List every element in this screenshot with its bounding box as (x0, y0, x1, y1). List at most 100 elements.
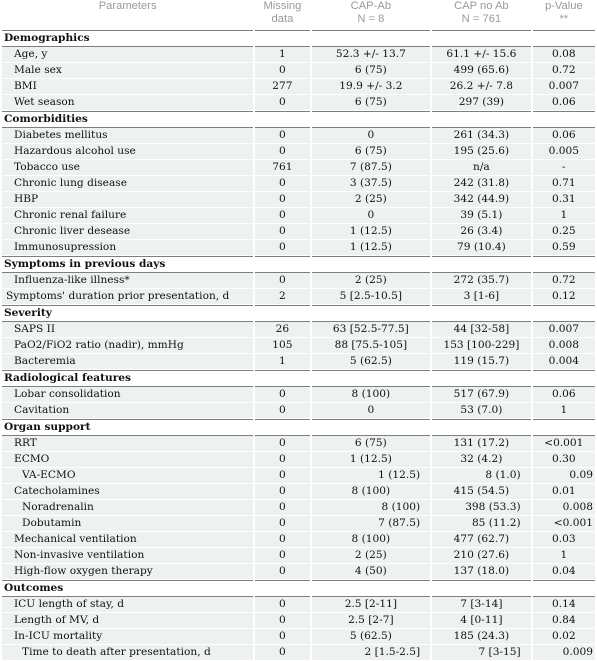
cap-ab-cell: 0 (311, 403, 431, 419)
section-title: Severity (2, 305, 254, 322)
missing-data-cell: 0 (255, 176, 310, 192)
section-empty-cell (311, 580, 431, 597)
header-missing-data: Missing data (263, 0, 302, 25)
missing-data-cell: 1 (255, 354, 310, 370)
table-row: Mechanical ventilation 0 8 (100) 477 (62.7)… (2, 532, 595, 548)
p-value-cell: 0.03 (532, 532, 595, 548)
parameter-cell: Wet season (2, 95, 254, 111)
cap-no-ab-cell: 499 (65.6) (432, 63, 531, 79)
parameter-cell: RRT (2, 436, 254, 452)
section-title: Radiological features (2, 370, 254, 387)
cap-no-ab-cell: 195 (25.6) (432, 144, 531, 160)
cap-ab-cell: 5 [2.5-10.5] (311, 289, 431, 305)
table-row: Symptoms' duration prior presentation, d… (2, 289, 595, 305)
table-row: ECMO 0 1 (12.5) 32 (4.2) 0.30 (2, 452, 595, 468)
section-title: Outcomes (2, 580, 254, 597)
parameter-cell: Age, y (2, 47, 254, 63)
missing-data-cell: 0 (255, 452, 310, 468)
p-value-cell: 1 (532, 208, 595, 224)
section-empty-cell (255, 30, 310, 47)
section-title: Comorbidities (2, 111, 254, 128)
parameter-cell: BMI (2, 79, 254, 95)
cap-ab-cell: 6 (75) (311, 63, 431, 79)
table-row: Hazardous alcohol use 0 6 (75) 195 (25.6) 0.… (2, 144, 595, 160)
cap-no-ab-cell: 210 (27.6) (432, 548, 531, 564)
parameter-cell: VA-ECMO (2, 468, 254, 484)
p-value-cell: 1 (532, 548, 595, 564)
cap-no-ab-cell: 131 (17.2) (432, 436, 531, 452)
parameter-cell: PaO2/FiO2 ratio (nadir), mmHg (2, 338, 254, 354)
table-row: Dobutamin 0 7 (87.5) 85 (11.2) <0.001 (2, 516, 595, 532)
table-row: ICU length of stay, d 0 2.5 [2-11] 7 [3-14]… (2, 597, 595, 613)
section-header-row: Severity (2, 305, 595, 322)
section-empty-cell (532, 256, 595, 273)
section-empty-cell (532, 419, 595, 436)
cap-ab-cell: 6 (75) (311, 436, 431, 452)
table-row: Diabetes mellitus 0 0 261 (34.3) 0.06 (2, 128, 595, 144)
cap-no-ab-cell: 44 [32-58] (432, 322, 531, 338)
cap-no-ab-cell: 7 [3-15] (432, 645, 531, 661)
header-row: Parameters Missing data CAP-Ab N = 8 CAP n… (2, 0, 595, 30)
cap-ab-cell: 7 (87.5) (311, 516, 431, 532)
section-empty-cell (255, 111, 310, 128)
parameter-cell: Influenza-like illness* (2, 273, 254, 289)
missing-data-cell: 0 (255, 548, 310, 564)
cap-no-ab-cell: 185 (24.3) (432, 629, 531, 645)
missing-data-cell: 0 (255, 403, 310, 419)
cap-ab-cell: 8 (100) (311, 484, 431, 500)
cap-ab-cell: 52.3 +/- 13.7 (311, 47, 431, 63)
p-value-cell: - (532, 160, 595, 176)
cap-no-ab-cell: 272 (35.7) (432, 273, 531, 289)
missing-data-cell: 0 (255, 629, 310, 645)
cap-ab-cell: 2 (25) (311, 192, 431, 208)
missing-data-cell: 277 (255, 79, 310, 95)
section-header-row: Radiological features (2, 370, 595, 387)
table-row: Cavitation 0 0 53 (7.0) 1 (2, 403, 595, 419)
p-value-cell: 0.06 (532, 128, 595, 144)
header-parameters: Parameters (98, 0, 157, 12)
header-cap-ab: CAP-Ab N = 8 (350, 0, 392, 25)
p-value-cell: 0.08 (532, 47, 595, 63)
missing-data-cell: 0 (255, 564, 310, 580)
table-row: Chronic renal failure 0 0 39 (5.1) 1 (2, 208, 595, 224)
parameter-cell: Chronic renal failure (2, 208, 254, 224)
p-value-cell: <0.001 (532, 436, 595, 452)
missing-data-cell: 0 (255, 468, 310, 484)
table-row: Length of MV, d 0 2.5 [2-7] 4 [0-11] 0.84 (2, 613, 595, 629)
cap-no-ab-cell: 79 (10.4) (432, 240, 531, 256)
cap-no-ab-cell: 342 (44.9) (432, 192, 531, 208)
table-row: Tobacco use 761 7 (87.5) n/a - (2, 160, 595, 176)
missing-data-cell: 0 (255, 144, 310, 160)
parameter-cell: Chronic liver desease (2, 224, 254, 240)
missing-data-cell: 0 (255, 95, 310, 111)
table-row: Influenza-like illness* 0 2 (25) 272 (35.7)… (2, 273, 595, 289)
p-value-cell: 0.007 (532, 79, 595, 95)
missing-data-cell: 0 (255, 240, 310, 256)
p-value-cell: 0.14 (532, 597, 595, 613)
section-header-row: Comorbidities (2, 111, 595, 128)
table-row: Bacteremia 1 5 (62.5) 119 (15.7) 0.004 (2, 354, 595, 370)
section-empty-cell (255, 580, 310, 597)
cap-no-ab-cell: 32 (4.2) (432, 452, 531, 468)
cap-ab-cell: 0 (311, 208, 431, 224)
missing-data-cell: 0 (255, 613, 310, 629)
parameter-cell: Dobutamin (2, 516, 254, 532)
cap-no-ab-cell: 297 (39) (432, 95, 531, 111)
cap-no-ab-cell: 61.1 +/- 15.6 (432, 47, 531, 63)
parameter-cell: Male sex (2, 63, 254, 79)
table-row: SAPS II 26 63 [52.5-77.5] 44 [32-58] 0.007 (2, 322, 595, 338)
table-row: In-ICU mortality 0 5 (62.5) 185 (24.3) 0.02 (2, 629, 595, 645)
cap-no-ab-cell: 261 (34.3) (432, 128, 531, 144)
section-header-row: Demographics (2, 30, 595, 47)
parameter-cell: SAPS II (2, 322, 254, 338)
section-empty-cell (311, 370, 431, 387)
cap-no-ab-cell: 398 (53.3) (432, 500, 531, 516)
missing-data-cell: 0 (255, 192, 310, 208)
parameter-cell: Catecholamines (2, 484, 254, 500)
cap-ab-cell: 5 (62.5) (311, 354, 431, 370)
missing-data-cell: 0 (255, 484, 310, 500)
parameter-cell: Symptoms' duration prior presentation, d (2, 289, 254, 305)
p-value-cell: 0.25 (532, 224, 595, 240)
